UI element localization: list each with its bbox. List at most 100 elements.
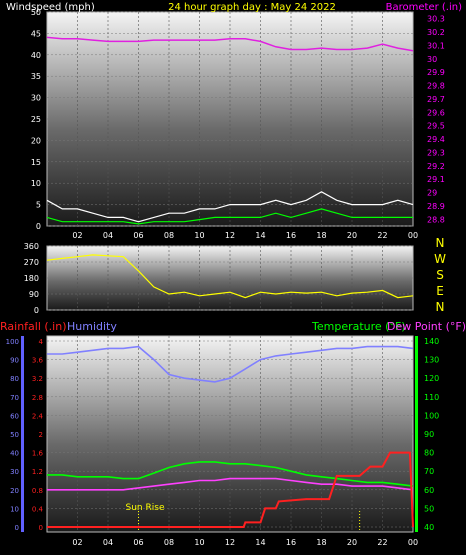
rainfall-tick-label: 4 [39, 338, 44, 346]
humidity-tick-label: 60 [10, 412, 19, 420]
windspeed-tick-label: 40 [31, 51, 41, 60]
temperature-tick-label: 140 [424, 337, 439, 346]
bottom-x-tick-label: 04 [103, 538, 113, 547]
wind-direction-line [46, 254, 414, 299]
bottom-x-tick-label: 18 [316, 538, 326, 547]
compass-label: N [436, 300, 445, 314]
barometer-tick-label: 28.9 [427, 202, 445, 211]
rainfall-tick-label: 2.4 [32, 412, 44, 420]
temperature-tick-label: 90 [424, 430, 434, 439]
wind_gust-line [46, 191, 414, 223]
barometer-tick-label: 29.1 [427, 175, 445, 184]
temperature-line [47, 461, 414, 487]
windspeed-tick-label: 20 [31, 136, 41, 145]
barometer-tick-label: 29.7 [427, 95, 445, 104]
top-x-tick-label: 12 [225, 231, 235, 240]
top-x-tick-label: 16 [286, 231, 296, 240]
humidity-line [47, 345, 414, 383]
top-x-tick-label: 14 [255, 231, 265, 240]
top-x-tick-label: 06 [133, 231, 143, 240]
temperature-tick-label: 120 [424, 374, 439, 383]
ylabel-temperature: Temperature (°F) [311, 320, 406, 333]
ylabel-dewpoint: Dew Point (°F) [387, 320, 466, 333]
bottom-x-tick-label: 14 [255, 538, 265, 547]
rainfall-tick-label: 0.4 [32, 505, 44, 513]
bottom-x-tick-label: 22 [377, 538, 387, 547]
bottom-x-tick-label: 16 [286, 538, 296, 547]
humidity-tick-label: 50 [10, 431, 19, 439]
sunrise-annotation: Sun Rise [126, 503, 165, 513]
humidity-tick-label: 20 [10, 487, 19, 495]
ylabel-windspeed: Windspeed (mph) [6, 2, 95, 13]
rainfall-tick-label: 1.6 [32, 450, 44, 458]
top-x-tick-label: 08 [164, 231, 174, 240]
rainfall-tick-label: 0.8 [32, 487, 43, 495]
humidity-tick-label: 90 [10, 357, 19, 365]
compass-label: E [436, 284, 444, 298]
top-x-tick-label: 18 [316, 231, 326, 240]
bottom-x-tick-label: 12 [225, 538, 235, 547]
humidity-tick-label: 80 [10, 375, 19, 383]
windspeed-tick-label: 35 [31, 72, 41, 81]
rainfall-line [47, 451, 414, 528]
rainfall-tick-label: 3.6 [32, 357, 44, 365]
barometer-tick-label: 30.2 [427, 28, 445, 37]
compass-label: N [436, 236, 445, 250]
rainfall-tick-label: 1.2 [32, 468, 43, 476]
windspeed-tick-label: 45 [31, 29, 41, 38]
compass-label: S [436, 268, 444, 282]
barometer-tick-label: 30.3 [427, 15, 445, 24]
barometer-tick-label: 29.4 [427, 135, 445, 144]
temperature-tick-label: 80 [424, 449, 434, 458]
top-x-tick-label: 20 [347, 231, 357, 240]
barometer-tick-label: 30.1 [427, 41, 445, 50]
barometer-tick-label: 29.6 [427, 108, 445, 117]
direction-tick-label: 270 [24, 258, 39, 267]
top-x-tick-label: 04 [103, 231, 113, 240]
windspeed-tick-label: 5 [36, 201, 41, 210]
temperature-tick-label: 110 [424, 393, 439, 402]
ylabel-humidity: Humidity [67, 320, 117, 333]
barometer-tick-label: 29.2 [427, 162, 445, 171]
ylabel-rainfall: Rainfall (.in) [0, 320, 67, 333]
barometer-tick-label: 29.9 [427, 68, 445, 77]
barometer-tick-label: 29.5 [427, 122, 445, 131]
ylabel-barometer: Barometer (.in) [386, 2, 462, 13]
bottom-x-tick-label: 00 [408, 538, 418, 547]
humidity-tick-label: 0 [15, 524, 19, 532]
temperature-tick-label: 40 [424, 523, 434, 532]
windspeed-tick-label: 0 [36, 222, 41, 231]
direction-tick-label: 180 [24, 274, 39, 283]
temperature-axis-bar [415, 336, 418, 532]
compass-label: W [434, 252, 446, 266]
windspeed-tick-label: 50 [31, 8, 41, 17]
temperature-tick-label: 130 [424, 356, 439, 365]
barometer-tick-label: 29.8 [427, 82, 445, 91]
rainfall-tick-label: 0 [39, 524, 43, 532]
bottom-x-tick-label: 10 [194, 538, 204, 547]
wind_avg-line [46, 208, 413, 225]
bottom-x-tick-label: 20 [347, 538, 357, 547]
dewpoint-line [47, 477, 414, 491]
temperature-tick-label: 60 [424, 486, 434, 495]
humidity-tick-label: 70 [10, 394, 19, 402]
bottom-x-tick-label: 06 [133, 538, 143, 547]
rainfall-tick-label: 2 [39, 431, 43, 439]
temperature-tick-label: 50 [424, 504, 434, 513]
bottom-x-tick-label: 08 [164, 538, 174, 547]
top-x-tick-label: 02 [72, 231, 82, 240]
direction-tick-label: 360 [24, 242, 39, 251]
windspeed-tick-label: 10 [31, 179, 41, 188]
bottom-x-tick-label: 02 [72, 538, 82, 547]
barometer-line [46, 36, 414, 52]
humidity-tick-label: 100 [6, 338, 19, 346]
direction-tick-label: 90 [29, 290, 39, 299]
barometer-tick-label: 29.3 [427, 148, 445, 157]
top-x-tick-label: 00 [408, 231, 418, 240]
humidity-tick-label: 30 [10, 468, 19, 476]
chart-title: 24 hour graph day : May 24 2022 [168, 2, 336, 13]
rainfall-tick-label: 2.8 [32, 394, 43, 402]
barometer-tick-label: 28.8 [427, 215, 445, 224]
barometer-tick-label: 29 [427, 189, 437, 198]
